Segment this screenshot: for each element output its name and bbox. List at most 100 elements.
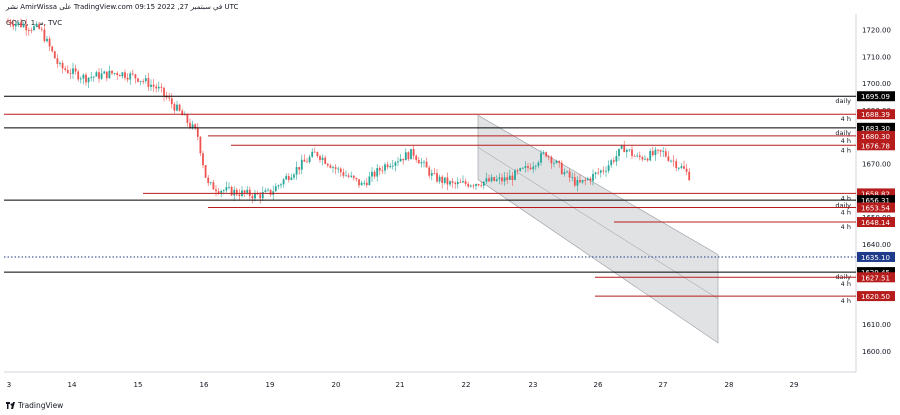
candle-body (98, 72, 100, 79)
candle-body (12, 24, 15, 27)
candle-body (657, 149, 659, 151)
level-price-badge (857, 267, 895, 278)
level-timeframe-label: 4 h (841, 146, 851, 154)
candle-body (667, 156, 670, 161)
candle-body (30, 30, 33, 31)
candle-body (628, 149, 631, 151)
candle-body (568, 171, 571, 178)
symbol-name: GOLD (6, 19, 27, 27)
level-timeframe-label: 4 h (841, 297, 851, 305)
candle-body (376, 168, 379, 177)
level-timeframe-label: 4 h (841, 209, 851, 217)
candle-body (121, 72, 124, 77)
candle-body (612, 160, 615, 162)
x-tick-label: 14 (68, 381, 77, 389)
candle-body (490, 177, 493, 182)
candle-body (514, 170, 516, 181)
x-tick-label: 23 (529, 381, 538, 389)
candle-body (472, 185, 475, 187)
candle-body (592, 173, 594, 181)
candle-body (670, 160, 672, 162)
candle-body (498, 177, 501, 180)
candle-body (142, 80, 145, 82)
candle-body (680, 166, 683, 168)
candle-body (332, 167, 334, 169)
candle-body (329, 165, 332, 168)
candle-body (683, 166, 685, 169)
candle-body (9, 21, 12, 25)
candle-body (290, 177, 293, 180)
level-price-badge (857, 122, 895, 133)
candle-body (124, 72, 126, 78)
candle-body (547, 156, 550, 158)
x-tick-label: 20 (332, 381, 341, 389)
candle-body (150, 84, 152, 87)
candle-body (64, 68, 67, 70)
y-tick-label: 1710.00 (862, 53, 891, 61)
candle-body (355, 177, 358, 180)
level-price-label: 1656.31 (861, 197, 890, 205)
candle-body (586, 178, 589, 181)
footer-brand[interactable]: TradingView (6, 401, 63, 410)
candle-body (217, 191, 220, 193)
candle-body (25, 24, 28, 31)
candle-body (51, 46, 54, 52)
candle-body (334, 167, 337, 169)
candle-body (95, 72, 98, 77)
candle-body (293, 174, 295, 178)
candle-body (113, 73, 116, 74)
candle-body (477, 184, 480, 186)
x-tick-label: 29 (790, 381, 799, 389)
candle-body (625, 149, 628, 153)
candle-body (191, 124, 194, 128)
candle-body (688, 171, 691, 181)
candle-body (243, 190, 246, 193)
candle-body (139, 80, 142, 82)
candle-body (108, 70, 111, 79)
candle-body (412, 148, 415, 156)
level-price-label: 1688.39 (861, 111, 890, 119)
candle-body (7, 21, 9, 23)
candle-body (259, 194, 262, 199)
x-tick-label: 26 (594, 381, 603, 389)
candle-body (638, 155, 641, 158)
candle-body (553, 162, 555, 164)
candle-body (131, 73, 134, 75)
candle-body (269, 189, 272, 195)
candle-body (493, 177, 496, 181)
level-price-label: 1680.30 (861, 133, 890, 141)
candle-body (235, 189, 238, 195)
level-price-badge (857, 272, 895, 283)
candle-body (404, 152, 407, 161)
y-tick-label: 1610.00 (862, 321, 891, 329)
candle-body (415, 155, 418, 160)
candle-body (488, 178, 490, 182)
candle-body (420, 162, 423, 164)
candle-body (246, 189, 249, 193)
candle-body (571, 177, 574, 179)
candle-body (326, 163, 329, 166)
candle-body (27, 30, 30, 31)
candle-body (33, 26, 35, 31)
candle-body (516, 170, 519, 172)
candle-body (381, 170, 384, 172)
candle-body (100, 73, 103, 79)
level-timeframe-label: 4 h (841, 137, 851, 145)
candle-body (118, 75, 121, 77)
tradingview-logo-icon (6, 402, 15, 409)
candle-body (371, 171, 373, 177)
level-timeframe-label: 4 h (841, 280, 851, 288)
candle-body (215, 189, 217, 192)
candle-body (280, 184, 282, 186)
candle-body (631, 149, 633, 156)
candle-body (22, 24, 25, 28)
candle-body (462, 181, 464, 183)
candle-body (378, 168, 381, 171)
candle-body (319, 156, 321, 160)
candle-body (300, 159, 303, 170)
candle-body (511, 175, 514, 181)
candle-body (316, 152, 319, 157)
candle-body (220, 190, 223, 193)
candle-body (662, 151, 665, 153)
